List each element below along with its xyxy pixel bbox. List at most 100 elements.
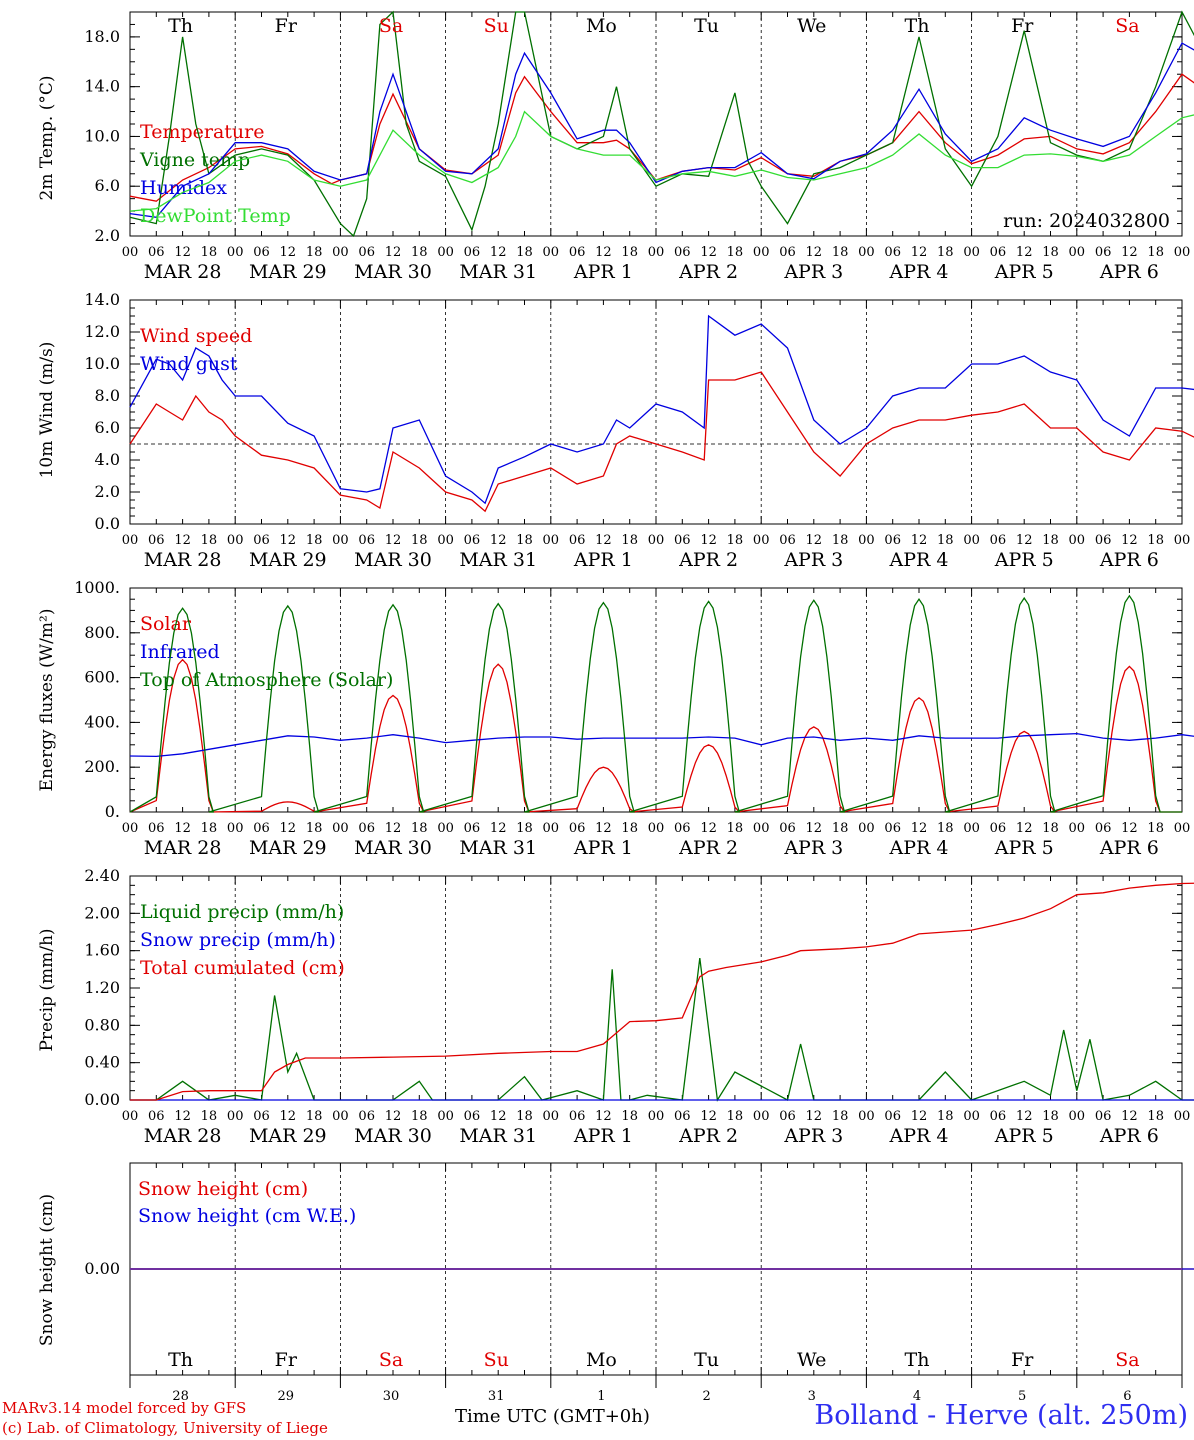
panel-3-hour-label: 00 [122, 1109, 139, 1124]
panel-1-hour-label: 06 [884, 533, 901, 548]
legend-vigne-temp: Vigne temp [139, 149, 250, 171]
panel-0-date-label: APR 4 [889, 261, 949, 283]
series-line-dewpoint-temp [129, 110, 1194, 212]
panel-0-hour-label: 00 [753, 245, 770, 260]
panel-3-hour-label: 00 [332, 1109, 349, 1124]
panel-3-hour-label: 06 [990, 1109, 1007, 1124]
panel-1-hour-label: 18 [832, 533, 849, 548]
panel-2-hour-label: 18 [306, 821, 323, 836]
panel-3-date-label: APR 1 [573, 1125, 633, 1147]
panel-1-date-label: APR 2 [678, 549, 738, 571]
panel-0-hour-label: 00 [648, 245, 665, 260]
panel-0-y-tick-label: 18.0 [84, 27, 120, 46]
panel-2-hour-label: 06 [779, 821, 796, 836]
panel-1-y-label: 10m Wind (m/s) [37, 342, 57, 479]
panel-3-y-tick-label: 2.00 [84, 903, 120, 922]
series-line-total-cumulated-cm [130, 882, 1194, 1101]
panel-0-frame [129, 11, 1183, 237]
panel-1-hour-label: 00 [858, 533, 875, 548]
top-weekday-label: Su [484, 15, 509, 37]
panel-3-date-label: MAR 31 [459, 1125, 537, 1147]
panel-2-hour-label: 00 [227, 821, 244, 836]
panel-0-hour-label: 06 [358, 245, 375, 260]
panel-2-hour-label: 00 [332, 821, 349, 836]
legend-infrared: Infrared [140, 641, 220, 663]
panel-2-hour-label: 06 [464, 821, 481, 836]
panel-3-hour-label: 00 [753, 1109, 770, 1124]
bottom-weekday-label: Sa [379, 1349, 403, 1371]
legend-snow-height-cm: Snow height (cm) [138, 1178, 308, 1200]
bottom-day-number: 4 [913, 1389, 921, 1400]
panel-2-hour-label: 00 [1069, 821, 1086, 836]
top-weekday-label: Th [905, 15, 930, 37]
panel-0-y-tick-label: 10.0 [84, 126, 120, 145]
panel-1-y-tick-label: 10.0 [84, 354, 120, 373]
panel-1-hour-label: 18 [306, 533, 323, 548]
panel-0-date-label: APR 5 [994, 261, 1054, 283]
panel-1-hour-label: 00 [963, 533, 980, 548]
panel-2-hour-label: 12 [385, 821, 402, 836]
panel-3-hour-label: 18 [411, 1109, 428, 1124]
bottom-weekday-label: Th [905, 1349, 930, 1371]
panel-2-hour-label: 12 [174, 821, 191, 836]
panel-2-date-label: MAR 30 [354, 837, 432, 859]
panel-0-hour-label: 18 [727, 245, 744, 260]
panel-1-hour-label: 18 [1042, 533, 1059, 548]
panel-1-date-label: APR 1 [573, 549, 633, 571]
panel-3-date-label: APR 6 [1099, 1125, 1159, 1147]
panel-1-hour-label: 00 [437, 533, 454, 548]
panel-3-hour-label: 06 [358, 1109, 375, 1124]
top-weekday-label: Tu [694, 15, 719, 37]
panel-3-hour-label: 00 [1069, 1109, 1086, 1124]
panel-1-hour-label: 06 [1095, 533, 1112, 548]
panel-2-date-label: MAR 28 [144, 837, 222, 859]
panel-0-hour-label: 18 [411, 245, 428, 260]
panel-0-y-tick-label: 2.0 [95, 226, 120, 245]
panel-1-hour-label: 00 [1174, 533, 1191, 548]
panel-2-hour-label: 18 [516, 821, 533, 836]
panel-0-hour-label: 18 [832, 245, 849, 260]
panel-0-hour-label: 18 [201, 245, 218, 260]
panel-1-hour-label: 00 [332, 533, 349, 548]
x-axis-title: Time UTC (GMT+0h) [455, 1406, 650, 1427]
panel-0-hour-label: 00 [332, 245, 349, 260]
panel-1-hour-label: 12 [806, 533, 823, 548]
panel-3-hour-label: 12 [280, 1109, 297, 1124]
bottom-day-number: 31 [488, 1389, 505, 1400]
bottom-weekday-label: Th [168, 1349, 193, 1371]
panel-1-y-tick-label: 2.0 [95, 482, 120, 501]
panel-0-date-label: MAR 28 [144, 261, 222, 283]
panel-4-y-tick-label: 0.00 [84, 1259, 120, 1278]
panel-2-y-tick-label: 800. [84, 623, 120, 642]
panel-2-hour-label: 06 [253, 821, 270, 836]
panel-1-hour-label: 00 [1069, 533, 1086, 548]
panel-3-hour-label: 06 [253, 1109, 270, 1124]
panel-1-hour-label: 12 [1016, 533, 1033, 548]
panel-2-date-label: APR 3 [783, 837, 843, 859]
panel-3-hour-label: 06 [148, 1109, 165, 1124]
panel-3-hour-label: 06 [884, 1109, 901, 1124]
panel-3-hour-label: 18 [306, 1109, 323, 1124]
panel-1-hour-label: 18 [937, 533, 954, 548]
panel-0-hour-label: 18 [1042, 245, 1059, 260]
meteogram-svg: 2.06.010.014.018.02m Temp. (°C) Temperatu… [37, 10, 1194, 1404]
panel-3-y-tick-label: 1.60 [84, 941, 120, 960]
panel-2-hour-label: 18 [201, 821, 218, 836]
panel-1-hour-label: 12 [700, 533, 717, 548]
panel-1-hour-label: 00 [753, 533, 770, 548]
panel-0-hour-label: 12 [174, 245, 191, 260]
legend-wind-gust: Wind gust [140, 353, 238, 375]
legend-total-cumulated-cm: Total cumulated (cm) [140, 957, 345, 979]
panel-2-date-label: APR 6 [1099, 837, 1159, 859]
panel-1-date-label: MAR 30 [354, 549, 432, 571]
panel-3-hour-label: 00 [858, 1109, 875, 1124]
panel-0-y-tick-label: 14.0 [84, 77, 120, 96]
panel-1-hour-label: 12 [280, 533, 297, 548]
panel-2-hour-label: 06 [358, 821, 375, 836]
bottom-weekday-label: Tu [694, 1349, 719, 1371]
panel-3-hour-label: 12 [595, 1109, 612, 1124]
panel-3-hour-label: 12 [490, 1109, 507, 1124]
lab-credit: (c) Lab. of Climatology, University of L… [2, 1419, 328, 1437]
panel-1-hour-label: 00 [122, 533, 139, 548]
panel-2-date-label: APR 5 [994, 837, 1054, 859]
